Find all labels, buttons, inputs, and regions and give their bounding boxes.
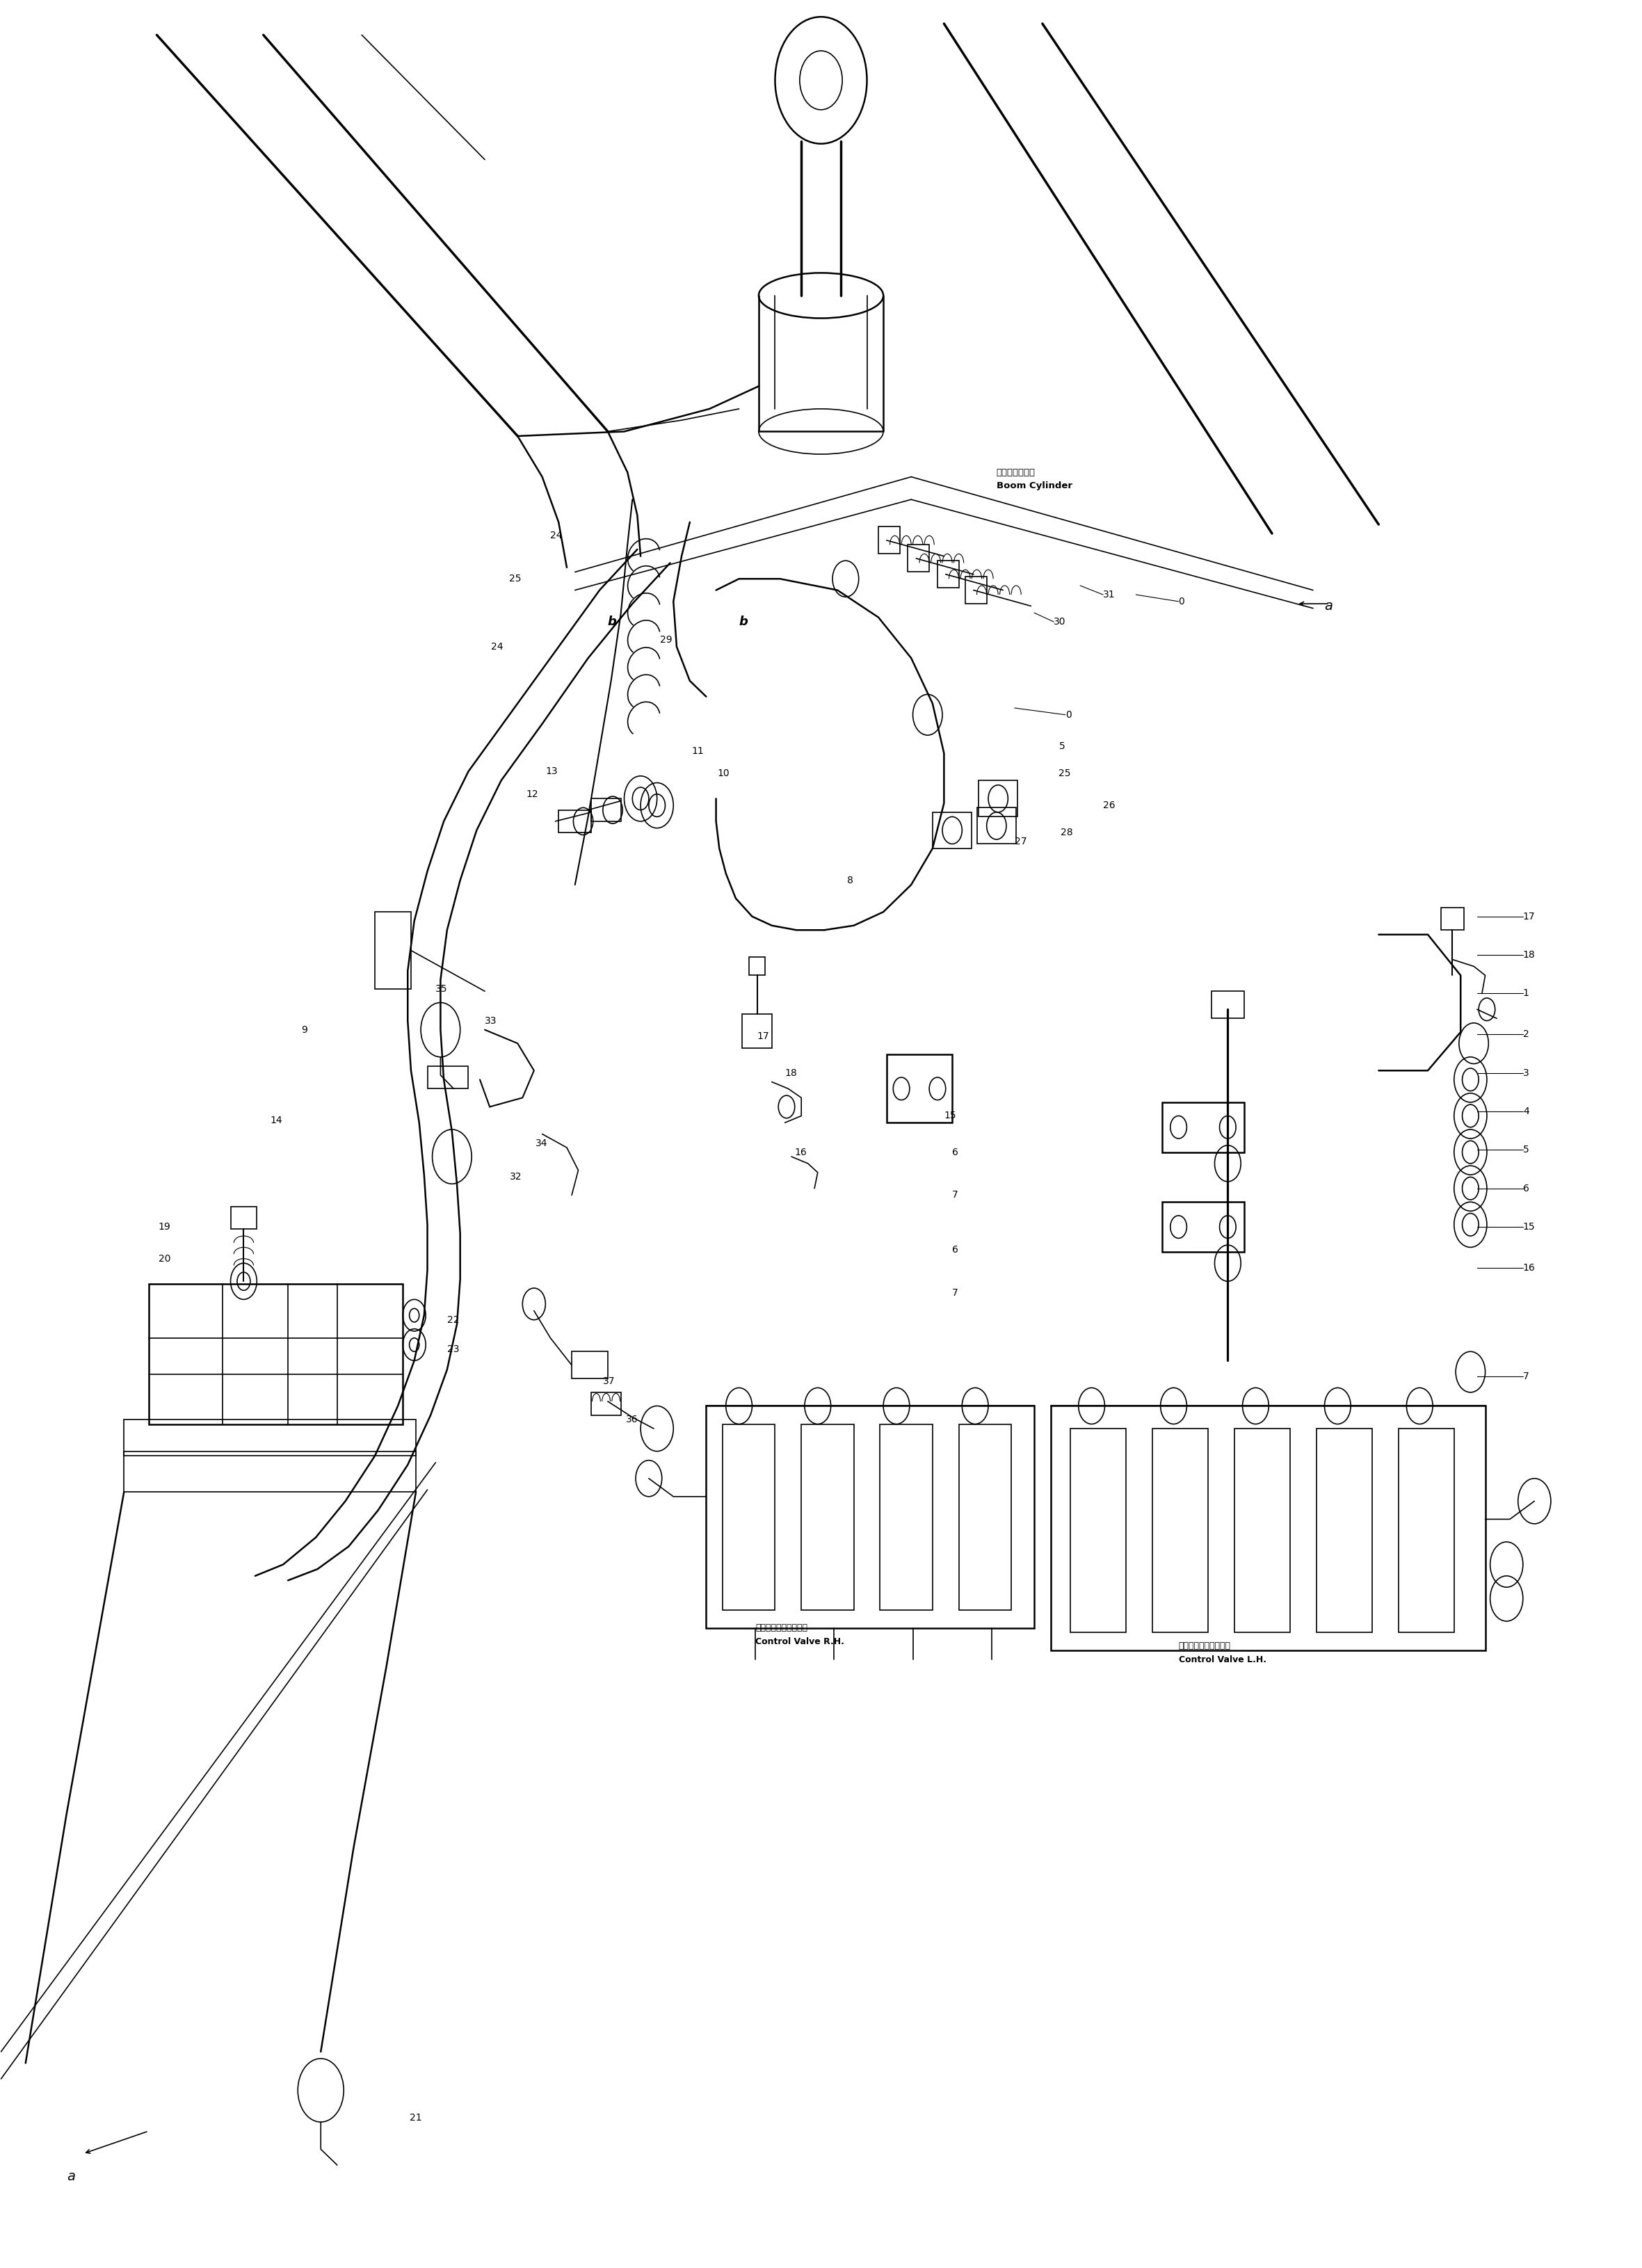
Text: 20: 20 — [158, 1254, 171, 1263]
Text: 6: 6 — [1522, 1184, 1529, 1193]
Bar — [1163, 1102, 1245, 1152]
Text: 1: 1 — [1522, 989, 1529, 998]
Text: 6: 6 — [952, 1148, 959, 1157]
Text: 24: 24 — [491, 642, 504, 651]
Bar — [1317, 1429, 1373, 1633]
Text: 17: 17 — [757, 1032, 770, 1041]
Text: 30: 30 — [1054, 617, 1066, 626]
Text: 10: 10 — [718, 769, 731, 778]
Bar — [979, 780, 1018, 816]
Text: 24: 24 — [550, 531, 563, 540]
Text: Boom Cylinder: Boom Cylinder — [997, 481, 1072, 490]
Text: 0: 0 — [1179, 596, 1184, 606]
Text: 18: 18 — [1522, 950, 1535, 959]
Text: 14: 14 — [269, 1116, 282, 1125]
Text: 15: 15 — [944, 1111, 956, 1120]
Text: 35: 35 — [435, 984, 448, 993]
Bar — [878, 526, 900, 553]
Bar — [1442, 907, 1465, 930]
Text: 8: 8 — [847, 875, 854, 885]
Text: 19: 19 — [158, 1222, 171, 1232]
Bar — [591, 1393, 621, 1415]
Bar — [1163, 1202, 1245, 1252]
Text: 33: 33 — [484, 1016, 498, 1025]
Text: 7: 7 — [1522, 1372, 1529, 1381]
Text: 15: 15 — [1522, 1222, 1535, 1232]
Text: 28: 28 — [1061, 828, 1072, 837]
Text: b: b — [739, 615, 749, 628]
Text: 37: 37 — [603, 1377, 616, 1386]
Text: 13: 13 — [545, 767, 558, 776]
Bar — [125, 1452, 415, 1492]
Text: 4: 4 — [1522, 1107, 1529, 1116]
Bar — [880, 1424, 933, 1610]
Text: 16: 16 — [795, 1148, 808, 1157]
Bar — [1051, 1406, 1486, 1651]
Bar — [908, 544, 929, 572]
Text: 6: 6 — [952, 1245, 959, 1254]
Bar — [1153, 1429, 1209, 1633]
Text: 27: 27 — [1015, 837, 1026, 846]
Text: 25: 25 — [1059, 769, 1071, 778]
Text: 11: 11 — [691, 746, 704, 755]
Bar — [887, 1055, 952, 1123]
Bar — [1235, 1429, 1291, 1633]
Bar — [1399, 1429, 1455, 1633]
Bar — [706, 1406, 1034, 1628]
Bar — [427, 1066, 468, 1089]
Text: 7: 7 — [952, 1191, 959, 1200]
Text: 31: 31 — [1103, 590, 1115, 599]
Text: 0: 0 — [1066, 710, 1072, 719]
Bar — [749, 957, 765, 975]
Text: b: b — [608, 615, 617, 628]
Text: 12: 12 — [525, 789, 539, 798]
Text: 3: 3 — [1522, 1068, 1529, 1077]
Text: 22: 22 — [447, 1315, 460, 1325]
Bar — [591, 798, 621, 821]
Text: 34: 34 — [535, 1139, 548, 1148]
Bar — [959, 1424, 1011, 1610]
Text: 2: 2 — [1522, 1030, 1529, 1039]
Bar — [374, 912, 410, 989]
Text: Control Valve L.H.: Control Valve L.H. — [1179, 1656, 1266, 1665]
Bar — [148, 1284, 402, 1424]
Text: 32: 32 — [509, 1173, 522, 1182]
Text: 5: 5 — [1059, 742, 1066, 751]
Bar — [938, 560, 959, 587]
Bar — [977, 807, 1016, 844]
Text: 5: 5 — [1522, 1145, 1529, 1154]
Text: 18: 18 — [785, 1068, 798, 1077]
Bar — [558, 810, 591, 832]
Bar — [801, 1424, 854, 1610]
Text: 23: 23 — [447, 1345, 460, 1354]
Text: 25: 25 — [509, 574, 522, 583]
Text: 36: 36 — [626, 1415, 639, 1424]
Bar — [933, 812, 972, 848]
Text: 17: 17 — [1522, 912, 1535, 921]
Text: コントロールバルブ左: コントロールバルブ左 — [1179, 1642, 1232, 1651]
Text: Control Valve R.H.: Control Valve R.H. — [755, 1637, 844, 1647]
Bar — [742, 1014, 772, 1048]
Bar — [965, 576, 987, 603]
Text: 26: 26 — [1103, 801, 1115, 810]
Bar — [722, 1424, 775, 1610]
Bar — [1212, 991, 1245, 1018]
Text: 16: 16 — [1522, 1263, 1535, 1272]
Text: a: a — [67, 2170, 76, 2184]
Bar — [571, 1352, 608, 1379]
Text: 7: 7 — [952, 1288, 959, 1297]
Text: コントロールバルブ右: コントロールバルブ右 — [755, 1624, 808, 1633]
Bar — [1071, 1429, 1126, 1633]
Text: a: a — [1325, 599, 1333, 612]
Bar — [230, 1207, 256, 1229]
Text: 29: 29 — [660, 635, 673, 644]
Text: 9: 9 — [300, 1025, 307, 1034]
Bar — [125, 1420, 415, 1456]
Text: 21: 21 — [409, 2112, 422, 2123]
Text: ブームシリンダ: ブームシリンダ — [997, 467, 1036, 476]
